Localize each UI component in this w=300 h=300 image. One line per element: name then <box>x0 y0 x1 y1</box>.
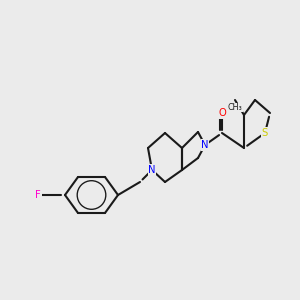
Text: N: N <box>201 140 209 150</box>
Text: S: S <box>262 128 268 138</box>
Text: F: F <box>35 190 41 200</box>
Text: O: O <box>218 108 226 118</box>
Text: CH₃: CH₃ <box>228 103 242 112</box>
Text: N: N <box>148 165 156 175</box>
